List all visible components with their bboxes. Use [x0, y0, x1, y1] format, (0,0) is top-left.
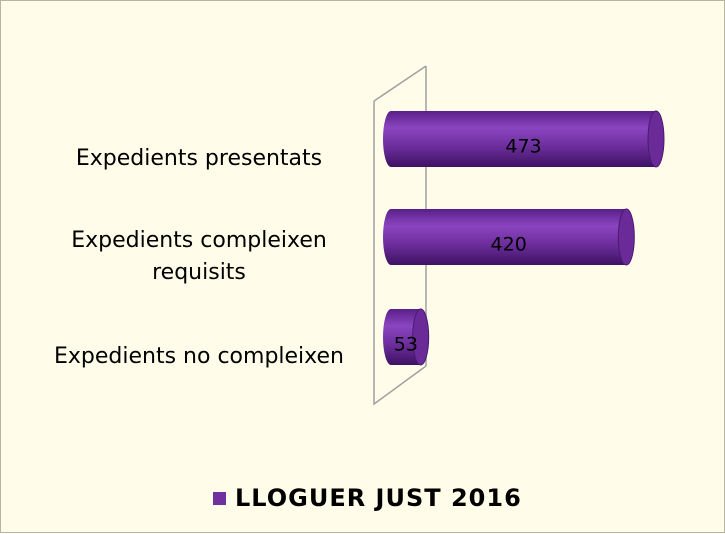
bar-cap	[647, 110, 665, 168]
bars: 473 420 53	[383, 110, 665, 366]
category-label: Expedients compleixen requisits	[71, 228, 327, 285]
value-label: 473	[505, 136, 541, 158]
category-label: Expedients no compleixen	[54, 344, 344, 369]
value-label: 420	[491, 234, 527, 256]
legend-label: LLOGUER JUST 2016	[235, 484, 522, 512]
legend-swatch	[213, 492, 226, 505]
bar	[383, 208, 635, 266]
value-label: 53	[394, 334, 418, 356]
bar	[383, 110, 665, 168]
bar-body	[383, 209, 635, 265]
category-label: Expedients presentats	[75, 146, 323, 171]
bar-cap	[617, 208, 635, 266]
bar	[383, 308, 430, 366]
bar-cap	[412, 308, 430, 366]
bar-body	[383, 111, 664, 167]
